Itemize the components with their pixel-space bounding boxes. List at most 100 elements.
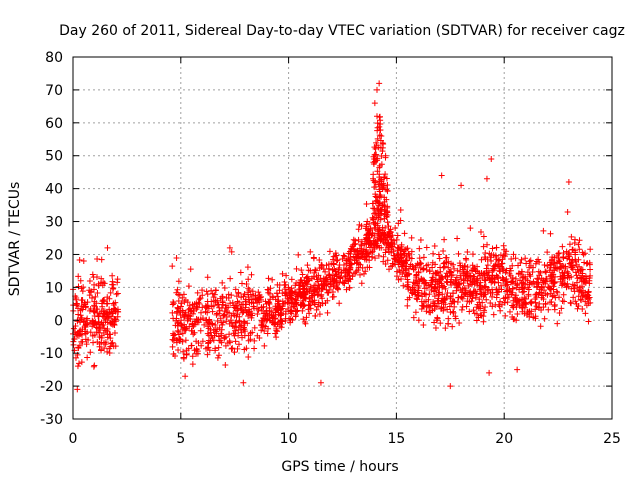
data-point <box>502 295 509 302</box>
data-point <box>352 237 359 244</box>
data-point <box>346 275 353 282</box>
data-point <box>76 257 83 264</box>
data-point <box>464 278 471 285</box>
data-point <box>98 275 105 282</box>
data-point <box>228 248 235 255</box>
data-point <box>241 320 248 327</box>
data-point <box>336 300 343 307</box>
data-point <box>292 312 299 319</box>
data-point <box>526 281 533 288</box>
data-point <box>528 300 535 307</box>
data-point <box>464 264 471 271</box>
data-point <box>366 220 373 227</box>
data-point <box>456 320 463 327</box>
data-point <box>236 323 243 330</box>
data-point <box>432 285 439 292</box>
data-point <box>376 80 383 87</box>
data-point <box>586 280 593 287</box>
data-point <box>557 273 564 280</box>
data-point <box>98 334 105 341</box>
data-point <box>109 281 116 288</box>
data-point <box>72 354 79 361</box>
data-point <box>355 264 362 271</box>
axis-ticks: 0 5 10 15 20 25 -30 -20 -10 0 10 20 30 40 50 60 70 80 <box>40 50 621 447</box>
data-point <box>513 304 520 311</box>
data-point <box>311 297 318 304</box>
data-point <box>173 254 180 261</box>
data-point <box>548 274 555 281</box>
data-point <box>429 264 436 271</box>
data-point <box>455 280 462 287</box>
data-point <box>238 329 245 336</box>
data-point <box>542 268 549 275</box>
data-point <box>358 280 365 287</box>
data-point <box>423 244 430 251</box>
data-point <box>273 334 280 341</box>
data-point <box>542 301 549 308</box>
data-point <box>402 266 409 273</box>
data-point <box>418 305 425 312</box>
data-point <box>215 352 222 359</box>
data-point <box>544 249 551 256</box>
data-point <box>433 303 440 310</box>
data-point <box>276 281 283 288</box>
data-point <box>376 227 383 234</box>
data-point <box>447 383 454 390</box>
data-point <box>489 245 496 252</box>
data-point <box>249 295 256 302</box>
data-point <box>539 277 546 284</box>
data-point <box>314 292 321 299</box>
data-point <box>407 261 414 268</box>
data-point <box>186 302 193 309</box>
data-point <box>104 244 111 251</box>
data-point <box>212 347 219 354</box>
data-point <box>504 291 511 298</box>
data-point <box>540 296 547 303</box>
data-point <box>188 342 195 349</box>
data-point <box>582 310 589 317</box>
data-point <box>287 288 294 295</box>
data-point <box>408 234 415 241</box>
data-point <box>458 276 465 283</box>
data-point <box>566 241 573 248</box>
data-point <box>325 261 332 268</box>
data-point <box>430 250 437 257</box>
data-point <box>226 320 233 327</box>
data-point <box>230 323 237 330</box>
data-point <box>464 248 471 255</box>
data-point <box>578 278 585 285</box>
data-point <box>212 287 219 294</box>
data-point <box>373 157 380 164</box>
data-point <box>367 237 374 244</box>
data-point <box>222 361 229 368</box>
data-point <box>224 309 231 316</box>
data-point <box>240 301 247 308</box>
data-point <box>333 273 340 280</box>
data-point <box>82 323 89 330</box>
data-point <box>345 278 352 285</box>
data-point <box>480 233 487 240</box>
data-point <box>469 251 476 258</box>
data-point <box>555 257 562 264</box>
data-point <box>273 325 280 332</box>
data-point <box>483 269 490 276</box>
y-tick-label: -30 <box>40 412 63 428</box>
data-point <box>198 309 205 316</box>
data-point <box>366 264 373 271</box>
data-point <box>357 253 364 260</box>
data-point <box>412 291 419 298</box>
data-point <box>304 273 311 280</box>
data-point <box>493 256 500 263</box>
data-point <box>439 297 446 304</box>
data-point <box>384 257 391 264</box>
data-point <box>324 309 331 316</box>
data-point <box>315 299 322 306</box>
data-point <box>565 272 572 279</box>
data-point <box>445 315 452 322</box>
data-point <box>92 293 99 300</box>
data-point <box>516 286 523 293</box>
data-point <box>218 332 225 339</box>
data-point <box>210 294 217 301</box>
data-point <box>450 298 457 305</box>
